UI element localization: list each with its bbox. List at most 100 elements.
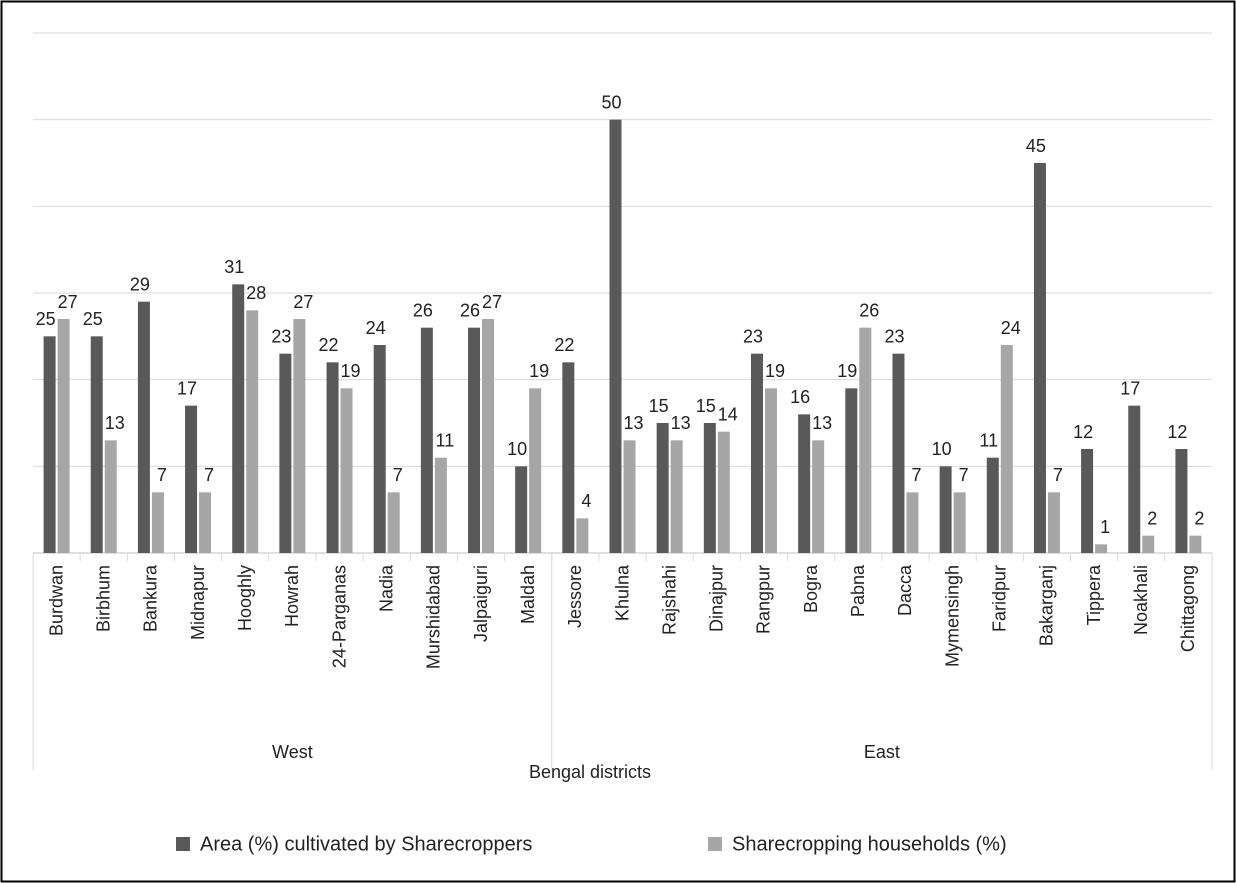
- bar: [293, 319, 306, 553]
- bar: [420, 327, 433, 553]
- data-label: 28: [246, 283, 266, 303]
- data-label: 17: [1120, 378, 1140, 398]
- bar: [1175, 449, 1188, 553]
- data-label: 23: [884, 326, 904, 346]
- x-tick-label: Howrah: [282, 565, 302, 627]
- data-label: 50: [601, 92, 621, 112]
- bar: [199, 492, 212, 553]
- bar: [185, 405, 198, 553]
- data-label: 15: [696, 396, 716, 416]
- bar: [1128, 405, 1141, 553]
- x-tick-label: Nadia: [376, 564, 396, 612]
- data-label: 26: [859, 300, 879, 320]
- x-axis-title: Bengal districts: [529, 762, 651, 782]
- bar: [1095, 544, 1108, 553]
- data-label: 17: [177, 378, 197, 398]
- bar: [623, 440, 636, 553]
- x-tick-label: Mymensingh: [942, 565, 962, 667]
- data-label: 7: [157, 465, 167, 485]
- x-tick-label: Bakarganj: [1037, 565, 1057, 646]
- data-label: 1: [1100, 517, 1110, 537]
- x-tick-label: Jessore: [565, 565, 585, 628]
- x-tick-label: Dacca: [895, 564, 915, 616]
- x-tick-label: Khulna: [612, 564, 632, 621]
- bar: [90, 336, 103, 553]
- data-label: 22: [319, 335, 339, 355]
- data-label: 22: [554, 335, 574, 355]
- data-label: 10: [507, 439, 527, 459]
- bar: [750, 353, 763, 553]
- bar: [812, 440, 825, 553]
- data-label: 25: [36, 309, 56, 329]
- data-label: 19: [341, 361, 361, 381]
- x-tick-label: Bogra: [801, 564, 821, 613]
- bar: [986, 457, 999, 553]
- data-label: 16: [790, 387, 810, 407]
- data-label: 13: [671, 413, 691, 433]
- bar: [670, 440, 683, 553]
- bar: [1142, 535, 1155, 553]
- legend-swatch: [176, 837, 190, 851]
- bar: [137, 301, 150, 553]
- bar: [1033, 163, 1046, 553]
- legend-label: Sharecropping households (%): [732, 833, 1007, 855]
- data-label: 23: [743, 326, 763, 346]
- data-label: 7: [1053, 465, 1063, 485]
- data-label: 7: [911, 465, 921, 485]
- bar: [151, 492, 164, 553]
- data-label: 27: [482, 292, 502, 312]
- bar: [232, 284, 245, 553]
- bar: [576, 518, 589, 553]
- bar: [373, 345, 386, 553]
- data-label: 13: [623, 413, 643, 433]
- data-label: 7: [204, 465, 214, 485]
- x-tick-label: 24-Parganas: [329, 565, 349, 668]
- data-label: 7: [959, 465, 969, 485]
- data-label: 45: [1026, 136, 1046, 156]
- data-label: 15: [649, 396, 669, 416]
- bar: [703, 423, 716, 553]
- data-label: 11: [436, 430, 455, 450]
- data-label: 4: [581, 491, 591, 511]
- x-tick-label: Dinajpur: [707, 565, 727, 632]
- x-tick-label: Murshidabad: [424, 565, 444, 669]
- bar: [798, 414, 811, 553]
- bar: [1047, 492, 1060, 553]
- bar: [43, 336, 56, 553]
- legend-label: Area (%) cultivated by Sharecroppers: [200, 833, 532, 855]
- x-tick-label: Rangpur: [754, 565, 774, 634]
- x-tick-label: Pabna: [848, 564, 868, 617]
- data-label: 7: [393, 465, 403, 485]
- data-label: 24: [366, 318, 386, 338]
- bar: [764, 388, 777, 553]
- x-tick-label: Faridpur: [990, 565, 1010, 632]
- data-label: 2: [1147, 508, 1157, 528]
- data-label: 27: [58, 292, 78, 312]
- group-label: West: [272, 742, 313, 762]
- x-tick-label: Hooghly: [235, 565, 255, 631]
- bar: [246, 310, 259, 553]
- data-label: 29: [130, 274, 150, 294]
- data-label: 13: [105, 413, 125, 433]
- bar: [529, 388, 542, 553]
- bar: [1081, 449, 1094, 553]
- data-label: 25: [83, 309, 103, 329]
- data-label: 14: [718, 404, 738, 424]
- data-label: 23: [271, 326, 291, 346]
- data-label: 12: [1167, 422, 1187, 442]
- bar: [1000, 345, 1013, 553]
- x-tick-label: Burdwan: [46, 565, 66, 636]
- x-tick-label: Maldah: [518, 565, 538, 624]
- bar: [656, 423, 669, 553]
- data-label: 10: [932, 439, 952, 459]
- bar: [859, 327, 872, 553]
- data-label: 24: [1001, 318, 1021, 338]
- bar: [562, 362, 575, 553]
- data-label: 27: [293, 292, 313, 312]
- bar: [906, 492, 919, 553]
- bar: [104, 440, 117, 553]
- data-label: 19: [837, 361, 857, 381]
- x-tick-label: Jalpaiguri: [471, 565, 491, 642]
